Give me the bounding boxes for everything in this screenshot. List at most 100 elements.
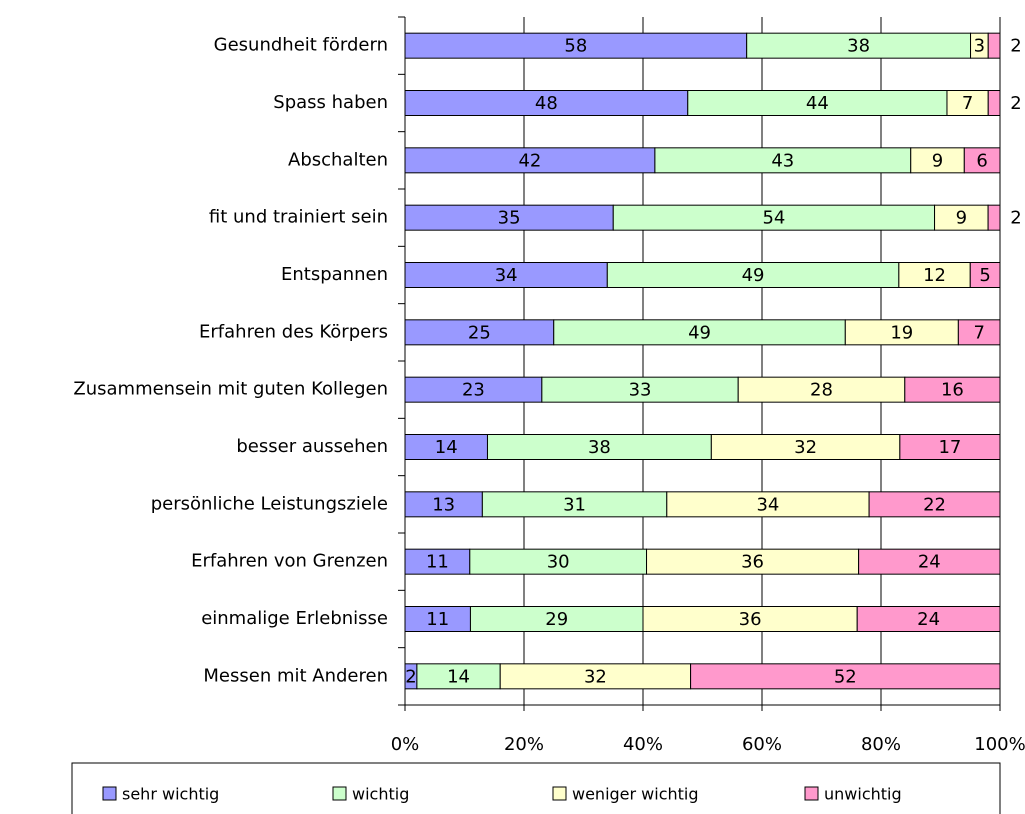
- bar-segment: [987, 204, 1001, 231]
- y-tick-label: Abschalten: [288, 149, 388, 170]
- data-label: 52: [834, 666, 857, 687]
- data-label: 11: [426, 552, 449, 573]
- y-tick-label: Entspannen: [281, 264, 388, 285]
- bar-segment: [710, 434, 901, 460]
- data-label: 22: [923, 494, 946, 515]
- bar-segment: [666, 491, 870, 518]
- data-label: 2: [405, 666, 416, 687]
- bar-segment: [654, 147, 912, 174]
- y-tick-label: fit und trainiert sein: [209, 207, 388, 228]
- y-tick-label: persönliche Leistungsziele: [151, 493, 388, 514]
- bar-segment: [963, 147, 1001, 174]
- data-label: 42: [518, 150, 541, 171]
- bar-segment: [904, 376, 1001, 403]
- bar-segment: [404, 376, 543, 403]
- data-label: 34: [495, 265, 518, 286]
- y-tick-label: Spass haben: [273, 92, 388, 113]
- data-label: 33: [629, 380, 652, 401]
- data-label: 2: [1010, 208, 1021, 229]
- bar-segment: [899, 434, 1001, 460]
- data-label: 54: [762, 208, 785, 229]
- x-tick-label: 0%: [391, 734, 420, 755]
- y-tick-label: einmalige Erlebnisse: [201, 608, 388, 629]
- legend-label: wichtig: [352, 785, 409, 804]
- data-label: 16: [941, 380, 964, 401]
- data-label: 13: [432, 494, 455, 515]
- bar-segment: [987, 90, 1001, 116]
- y-tick-label: Gesundheit fördern: [214, 35, 388, 56]
- bar-segment: [404, 147, 656, 174]
- bar-segment: [910, 147, 965, 174]
- data-label: 2: [1010, 93, 1021, 114]
- bar-segment: [934, 204, 989, 231]
- x-tick-label: 40%: [623, 734, 663, 755]
- legend-box: [71, 762, 1001, 814]
- bar-segment: [404, 32, 748, 59]
- y-tick-label: Erfahren von Grenzen: [191, 551, 388, 572]
- bar-segment: [642, 606, 858, 632]
- bar-segment: [404, 90, 689, 116]
- legend-label: unwichtig: [824, 785, 902, 804]
- bar-segment: [486, 434, 712, 460]
- data-label: 17: [938, 437, 961, 458]
- data-label: 36: [739, 609, 762, 630]
- bar-segment: [404, 491, 483, 518]
- bar-segment: [541, 376, 739, 403]
- bar-segment: [856, 606, 1001, 632]
- data-label: 12: [923, 265, 946, 286]
- x-tick-label: 60%: [742, 734, 782, 755]
- data-label: 48: [535, 93, 558, 114]
- bar-segment: [646, 548, 860, 575]
- data-label: 28: [810, 380, 833, 401]
- legend-swatch: [102, 786, 117, 801]
- data-label: 5: [979, 265, 990, 286]
- bar-segment: [612, 204, 936, 231]
- bar-segment: [404, 606, 471, 632]
- data-label: 31: [563, 494, 586, 515]
- data-label: 38: [588, 437, 611, 458]
- bar-segment: [606, 262, 900, 288]
- x-tick-label: 100%: [974, 734, 1025, 755]
- data-label: 25: [468, 322, 491, 343]
- data-label: 49: [688, 322, 711, 343]
- data-label: 3: [974, 36, 985, 57]
- data-label: 32: [794, 437, 817, 458]
- data-label: 32: [584, 666, 607, 687]
- bar-segment: [987, 32, 1001, 59]
- data-label: 30: [547, 552, 570, 573]
- data-label: 14: [447, 666, 470, 687]
- data-label: 7: [962, 93, 973, 114]
- bar-segment: [957, 319, 1001, 346]
- x-tick-label: 20%: [504, 734, 544, 755]
- data-label: 19: [890, 322, 913, 343]
- bar-segment: [404, 262, 608, 288]
- bar-segment: [404, 204, 614, 231]
- bar-segment: [844, 319, 959, 346]
- bar-segment: [868, 491, 1001, 518]
- data-label: 7: [973, 322, 984, 343]
- data-label: 23: [462, 380, 485, 401]
- bar-segment: [553, 319, 846, 346]
- legend-label: sehr wichtig: [122, 785, 219, 804]
- data-label: 9: [932, 150, 943, 171]
- y-tick-label: besser aussehen: [236, 436, 388, 457]
- data-label: 11: [426, 609, 449, 630]
- x-tick-label: 80%: [861, 734, 901, 755]
- legend-swatch: [804, 786, 819, 801]
- data-label: 2: [1010, 36, 1021, 57]
- data-label: 9: [956, 208, 967, 229]
- y-tick-label: Messen mit Anderen: [203, 665, 388, 686]
- bar-segment: [969, 262, 1001, 288]
- bar-segment: [858, 548, 1001, 575]
- legend-swatch: [332, 786, 347, 801]
- bar-segment: [737, 376, 906, 403]
- bar-segment: [946, 90, 989, 116]
- legend-label: weniger wichtig: [572, 785, 699, 804]
- data-label: 35: [498, 208, 521, 229]
- bar-segment: [469, 548, 648, 575]
- bar-segment: [404, 434, 488, 460]
- data-label: 38: [847, 36, 870, 57]
- data-label: 43: [771, 150, 794, 171]
- bar-segment: [690, 663, 1001, 690]
